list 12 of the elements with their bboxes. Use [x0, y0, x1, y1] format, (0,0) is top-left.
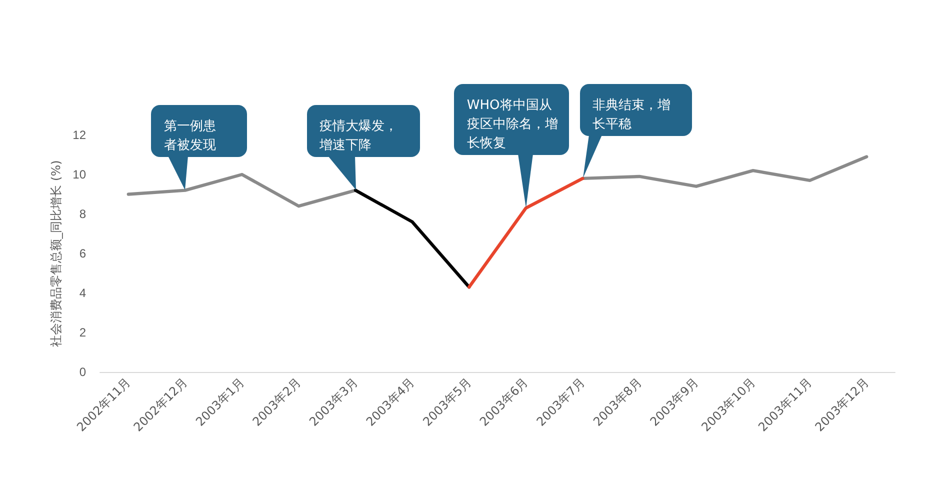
annotation: 第一例患者被发现: [164, 118, 218, 156]
y-tick-label: 8: [79, 207, 86, 221]
y-tick-label: 10: [72, 168, 86, 182]
y-tick-label: 0: [79, 365, 86, 379]
y-axis-title: 社会消费品零售总额_同比增长 (%): [48, 160, 63, 347]
y-tick-label: 12: [72, 128, 86, 142]
y-tick-label: 2: [79, 326, 86, 340]
annotation: 疫情大爆发，增速下降: [320, 118, 399, 156]
annotation: 非典结束，增长平稳: [592, 97, 672, 134]
annotation: WHO将中国从疫区中除名，增长恢复: [466, 97, 559, 154]
y-tick-label: 6: [79, 246, 86, 260]
y-tick-label: 4: [79, 286, 86, 300]
